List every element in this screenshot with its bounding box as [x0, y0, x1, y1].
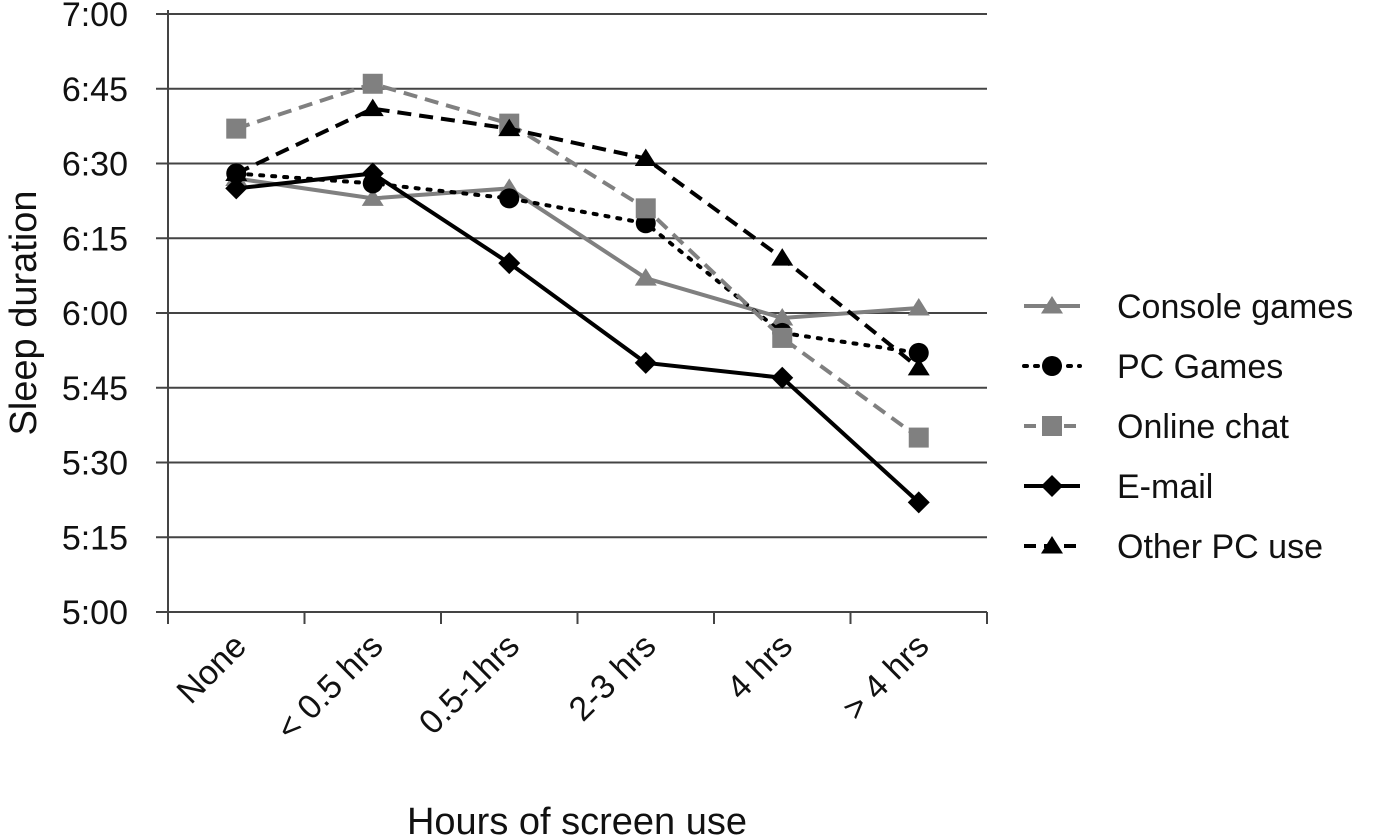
triangle-marker	[771, 248, 794, 266]
diamond-marker	[1041, 475, 1063, 497]
y-tick-label: 5:15	[62, 519, 128, 557]
x-tick-label: 0.5-1hrs	[412, 627, 527, 742]
x-axis-title: Hours of screen use	[407, 801, 747, 838]
legend-item: E-mail	[1024, 468, 1213, 506]
triangle-marker	[225, 163, 248, 181]
triangle-marker	[1041, 536, 1063, 554]
legend: Console games PC Games Online chat E-mail Ot…	[1022, 288, 1353, 566]
diamond-marker	[225, 177, 248, 200]
series-line	[235, 106, 921, 370]
diamond-marker	[498, 252, 521, 275]
triangle-marker	[361, 98, 384, 117]
legend-label: PC Games	[1117, 348, 1283, 386]
triangle-marker	[634, 268, 657, 286]
gridlines	[156, 13, 987, 613]
y-tick-label: 5:45	[62, 370, 128, 408]
legend-label: Other PC use	[1117, 528, 1323, 566]
series-e-mail	[225, 162, 930, 514]
square-marker	[226, 118, 247, 139]
x-tick-label: 4 hrs	[720, 627, 800, 707]
triangle-marker	[1041, 296, 1063, 314]
series-line	[235, 176, 919, 321]
y-axis-tick-labels: 5:00 5:15 5:30 5:45 6:00 6:15 6:30 6:45 7:00	[62, 0, 128, 632]
square-marker	[1042, 416, 1062, 436]
diamond-marker	[771, 366, 794, 389]
legend-label: E-mail	[1117, 468, 1213, 506]
square-marker	[772, 327, 793, 348]
legend-label: Online chat	[1117, 408, 1290, 446]
series-line	[236, 171, 921, 504]
square-marker	[362, 73, 383, 94]
triangle-marker	[634, 148, 657, 167]
legend-item: PC Games	[1022, 348, 1283, 386]
y-tick-label: 6:00	[62, 295, 128, 333]
y-tick-label: 6:15	[62, 220, 128, 258]
y-tick-label: 7:00	[62, 0, 128, 34]
series-other-pc-use	[225, 98, 930, 376]
diamond-marker	[634, 351, 657, 374]
y-tick-label: 5:00	[62, 594, 128, 632]
triangle-marker	[361, 188, 384, 206]
series-line	[234, 171, 921, 355]
circle-marker	[499, 188, 520, 209]
series-line	[235, 81, 920, 440]
axes	[167, 10, 988, 624]
y-tick-label: 5:30	[62, 445, 128, 483]
triangle-marker	[498, 118, 521, 137]
x-tick-label: None	[170, 627, 254, 711]
y-tick-label: 6:30	[62, 146, 128, 184]
data-series	[225, 73, 930, 514]
circle-marker	[1042, 356, 1062, 376]
x-axis-tick-labels: None < 0.5 hrs 0.5-1hrs 2-3 hrs 4 hrs > 4 hrs	[170, 627, 937, 748]
series-console-games	[225, 168, 930, 326]
x-tick-label: > 4 hrs	[835, 627, 936, 728]
circle-marker	[908, 342, 929, 363]
triangle-marker	[771, 307, 794, 326]
series-online-chat	[226, 73, 929, 448]
legend-item: Online chat	[1024, 408, 1290, 446]
legend-label: Console games	[1117, 288, 1353, 326]
x-tick-label: < 0.5 hrs	[269, 627, 390, 748]
y-axis-title: Sleep duration	[3, 190, 45, 435]
legend-item: Console games	[1024, 288, 1353, 326]
y-tick-label: 6:45	[62, 71, 128, 109]
square-marker	[635, 198, 656, 219]
x-tick-label: 2-3 hrs	[562, 627, 664, 729]
triangle-marker	[907, 357, 930, 376]
diamond-marker	[907, 491, 930, 514]
triangle-marker	[907, 298, 930, 316]
legend-item: Other PC use	[1024, 528, 1323, 566]
diamond-marker	[361, 162, 384, 185]
square-marker	[908, 427, 929, 448]
